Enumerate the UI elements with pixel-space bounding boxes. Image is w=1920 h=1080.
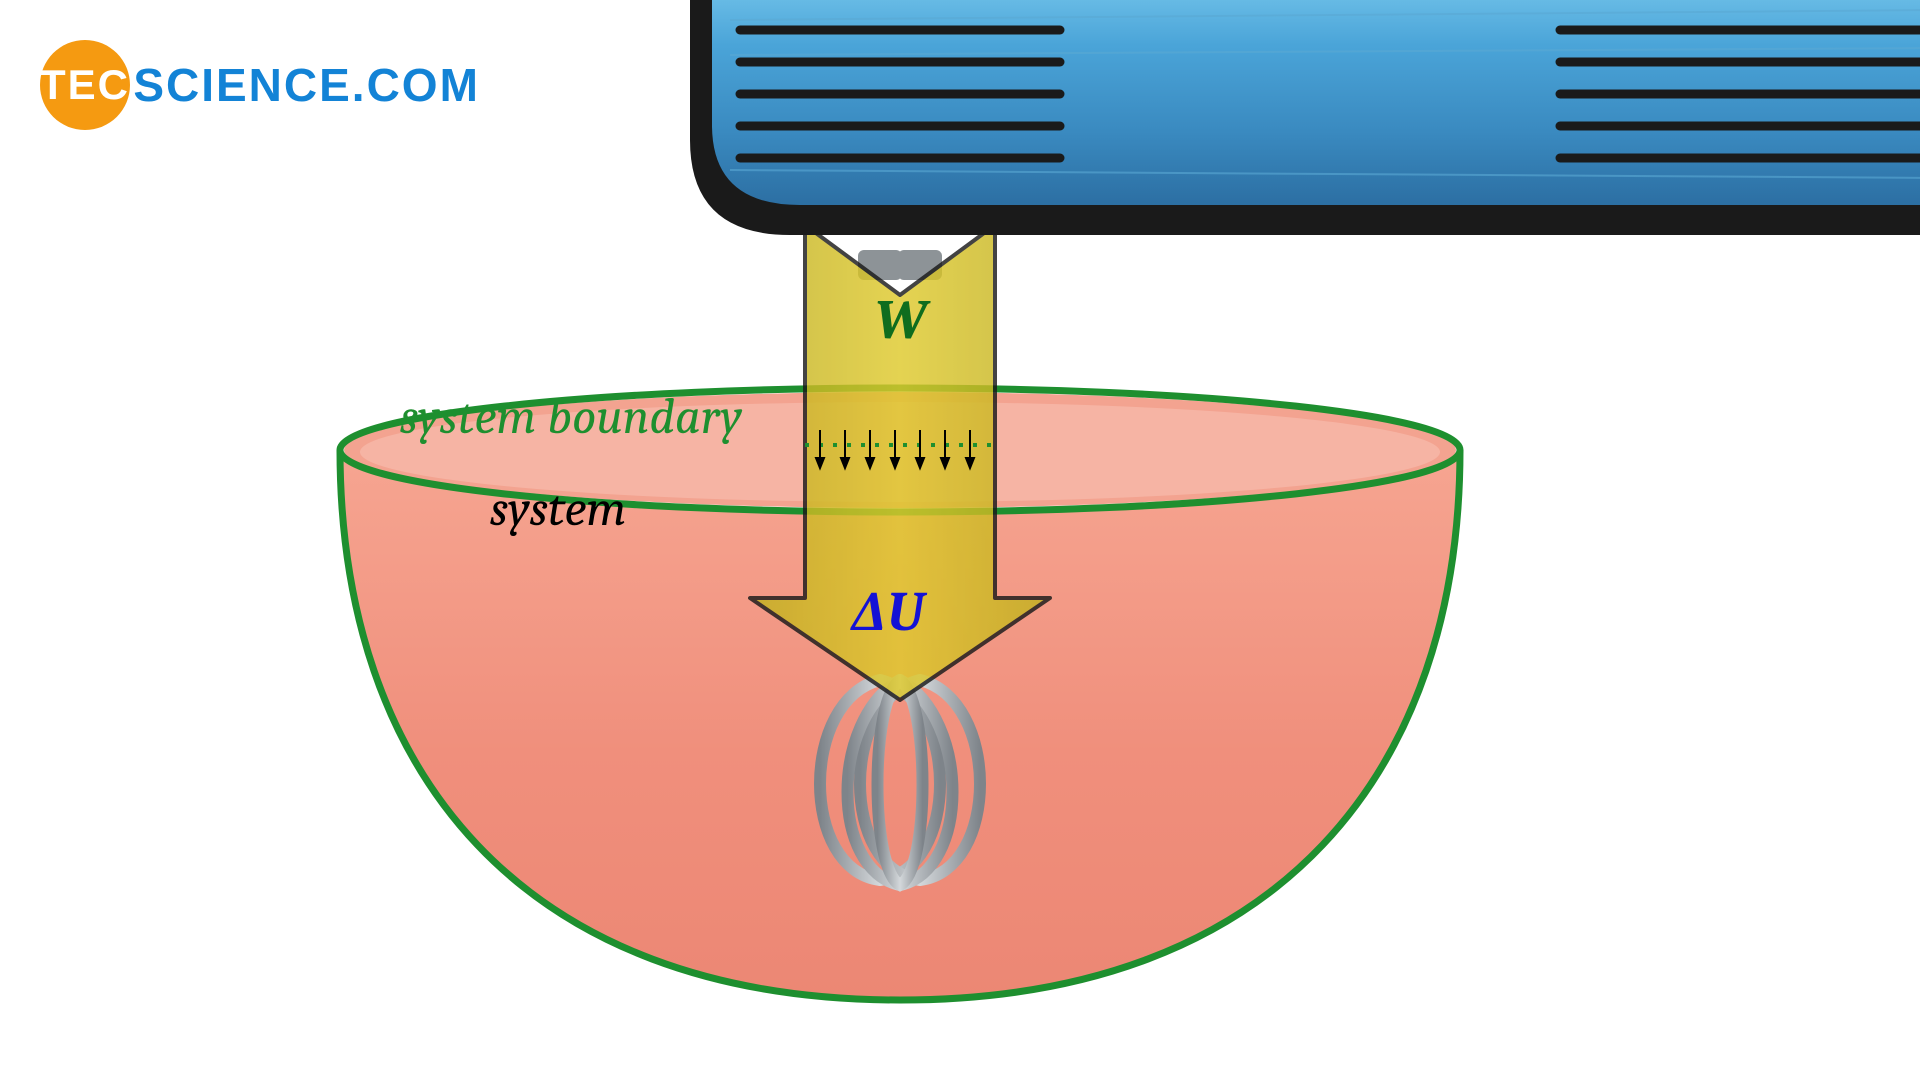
label-system: system: [490, 480, 626, 538]
label-delta-U: ΔU: [852, 580, 924, 644]
mixer-body: [690, 0, 1920, 235]
label-W: W: [875, 288, 927, 352]
site-logo: TEC -SCIENCE.COM: [40, 40, 480, 130]
diagram-root: TEC -SCIENCE.COM system boundary system …: [0, 0, 1920, 1080]
logo-disc-icon: TEC: [40, 40, 130, 130]
label-system-boundary: system boundary: [400, 388, 742, 446]
scene-svg: [0, 0, 1920, 1080]
logo-disc-text: TEC: [40, 61, 130, 109]
logo-rest-text: -SCIENCE.COM: [116, 58, 480, 112]
